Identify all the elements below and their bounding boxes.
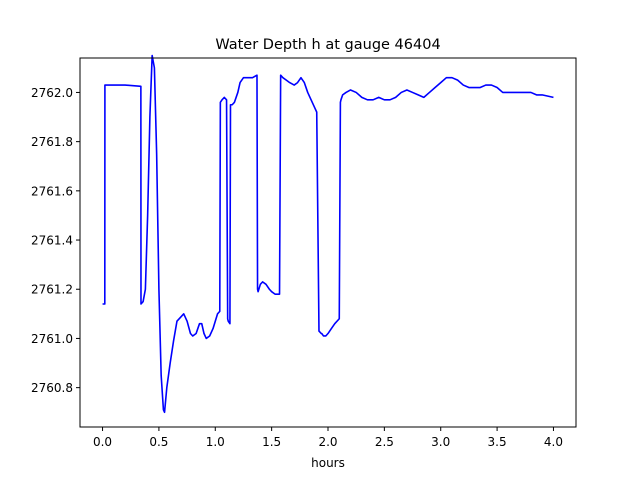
x-tick-label: 3.0 — [431, 435, 450, 449]
y-tick-label: 2761.2 — [31, 283, 73, 297]
chart-title: Water Depth h at gauge 46404 — [215, 37, 440, 53]
x-tick-label: 1.0 — [206, 435, 225, 449]
x-axis-label: hours — [311, 456, 345, 470]
y-tick-label: 2762.0 — [31, 86, 73, 100]
x-tick-label: 2.5 — [375, 435, 394, 449]
y-axis: 2760.8 2761.0 2761.2 2761.4 2761.6 2761.8 2762… — [31, 86, 80, 395]
x-axis: 0.0 0.5 1.0 1.5 2.0 2.5 3.0 3.5 4.0 — [93, 427, 563, 449]
x-tick-label: 4.0 — [544, 435, 563, 449]
x-tick-label: 3.5 — [488, 435, 507, 449]
x-tick-label: 2.0 — [318, 435, 337, 449]
series-line-water-depth — [102, 54, 554, 414]
x-tick-label: 0.5 — [149, 435, 168, 449]
y-tick-label: 2760.8 — [31, 381, 73, 395]
series-layer — [102, 54, 554, 414]
x-tick-label: 1.5 — [262, 435, 281, 449]
x-tick-label: 0.0 — [93, 435, 112, 449]
y-tick-label: 2761.8 — [31, 135, 73, 149]
y-tick-label: 2761.0 — [31, 332, 73, 346]
y-tick-label: 2761.4 — [31, 234, 73, 248]
y-tick-label: 2761.6 — [31, 184, 73, 198]
